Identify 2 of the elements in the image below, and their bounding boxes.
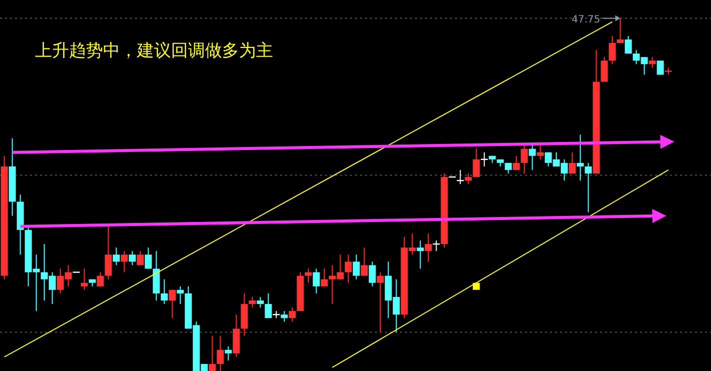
annotation: 上升趋势中，建议回调做多为主: [35, 41, 273, 61]
annotation: 47.75: [572, 14, 600, 26]
